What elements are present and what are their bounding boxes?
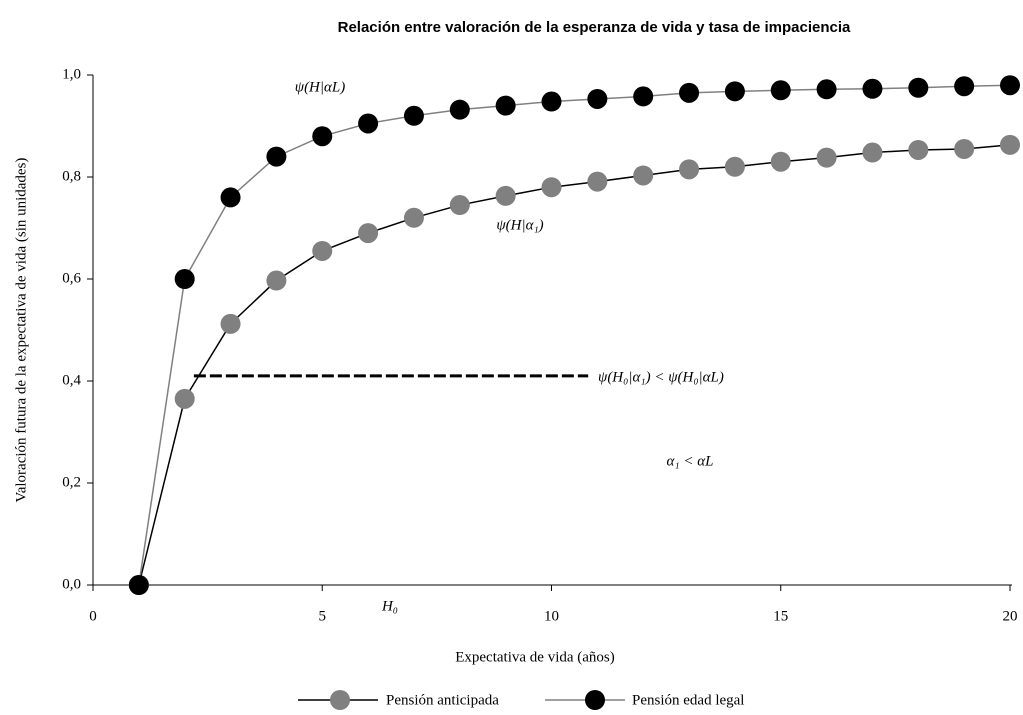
data-point: [174, 269, 195, 289]
y-axis-label: Valoración futura de la expectativa de v…: [13, 158, 29, 503]
data-point: [587, 171, 608, 192]
x-tick-label: 15: [773, 608, 788, 624]
x-tick-label: 10: [544, 608, 559, 624]
data-point: [266, 146, 287, 167]
data-point: [312, 240, 333, 261]
annotation: H₀: [381, 598, 398, 614]
data-point: [770, 80, 791, 101]
annotation: ψ(H|αL): [295, 79, 345, 95]
data-point: [220, 187, 241, 208]
data-point: [862, 142, 883, 163]
data-point: [403, 207, 424, 228]
annotation: ψ(H₀|α₁) < ψ(H₀|αL): [598, 369, 724, 385]
y-tick-label: 0,8: [62, 168, 81, 184]
data-point: [679, 82, 700, 103]
data-point: [862, 78, 883, 99]
data-point: [541, 177, 562, 198]
data-point: [724, 156, 745, 177]
x-tick-label: 5: [319, 608, 327, 624]
data-point: [495, 95, 516, 116]
data-point: [770, 151, 791, 172]
data-point: [724, 81, 745, 102]
y-tick-label: 0,4: [62, 372, 81, 388]
data-point: [220, 313, 241, 334]
legend-marker: [330, 690, 350, 710]
data-point: [633, 165, 654, 186]
legend-label: Pensión anticipada: [386, 692, 499, 708]
data-point: [908, 77, 929, 98]
data-point: [449, 195, 470, 216]
data-point: [908, 139, 929, 160]
x-tick-label: 20: [1003, 608, 1018, 624]
data-point: [128, 575, 149, 595]
data-point: [587, 88, 608, 109]
data-point: [679, 159, 700, 180]
y-tick-label: 1,0: [62, 66, 81, 82]
series-line: [138, 144, 1011, 586]
data-point: [403, 105, 424, 126]
data-point: [358, 113, 379, 134]
x-tick-label: 0: [89, 608, 97, 624]
data-point: [954, 76, 975, 97]
chart-title: Relación entre valoración de la esperanz…: [338, 19, 851, 36]
legend-label: Pensión edad legal: [632, 692, 744, 708]
data-point: [312, 126, 333, 147]
data-point: [358, 223, 379, 244]
annotation: α₁ < αL: [667, 453, 714, 469]
data-point: [1000, 134, 1020, 155]
data-point: [954, 138, 975, 159]
y-tick-label: 0,6: [62, 270, 81, 286]
data-point: [816, 79, 837, 100]
data-point: [495, 185, 516, 206]
y-tick-label: 0,2: [62, 474, 81, 490]
data-point: [266, 270, 287, 291]
data-point: [541, 91, 562, 112]
y-tick-label: 0,0: [62, 576, 81, 592]
data-point: [816, 147, 837, 168]
data-point: [633, 86, 654, 107]
data-point: [1000, 75, 1020, 96]
x-axis-label: Expectativa de vida (años): [455, 649, 615, 665]
data-point: [449, 99, 470, 120]
data-point: [174, 388, 195, 409]
annotation: ψ(H|α₁): [496, 217, 543, 233]
legend-marker: [585, 690, 605, 710]
